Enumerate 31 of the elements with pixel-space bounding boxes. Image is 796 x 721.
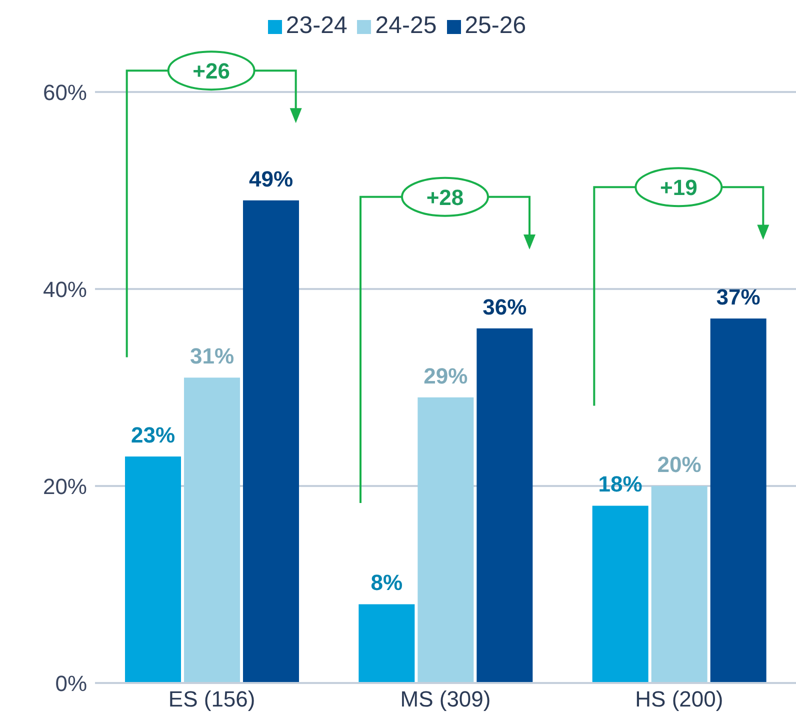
y-tick-label: 20%: [42, 474, 87, 499]
annotation: +28: [426, 184, 464, 210]
bar: [651, 486, 708, 683]
data-label: 20%: [657, 452, 702, 477]
data-label: 18%: [598, 472, 642, 497]
bar: [125, 456, 181, 683]
bar: [476, 328, 533, 683]
legend-label: 25-26: [464, 12, 526, 39]
bar: [418, 397, 474, 683]
data-label: 49%: [248, 166, 294, 192]
x-tick-label: HS (200): [635, 686, 724, 712]
data-label: 37%: [716, 284, 760, 310]
data-label: 29%: [424, 363, 468, 388]
data-label: 8%: [370, 570, 403, 596]
data-label: 36%: [482, 294, 527, 320]
bar: [710, 318, 766, 683]
legend-label: 23-24: [286, 12, 348, 39]
bar: [592, 506, 648, 683]
x-tick-label: ES (156): [168, 686, 256, 712]
bar: [358, 604, 415, 683]
legend-label: 24-25: [375, 12, 437, 39]
y-tick-label: 40%: [42, 276, 87, 302]
data-label: 31%: [190, 344, 234, 369]
bar: [184, 378, 240, 683]
text: +26: [192, 58, 230, 84]
bar: [243, 200, 299, 683]
x-tick-label: MS (309): [400, 686, 491, 712]
y-tick-label: 0%: [55, 670, 87, 696]
data-label: 23%: [130, 422, 176, 448]
y-tick-label: 60%: [42, 80, 87, 105]
annotation: +19: [660, 175, 698, 200]
